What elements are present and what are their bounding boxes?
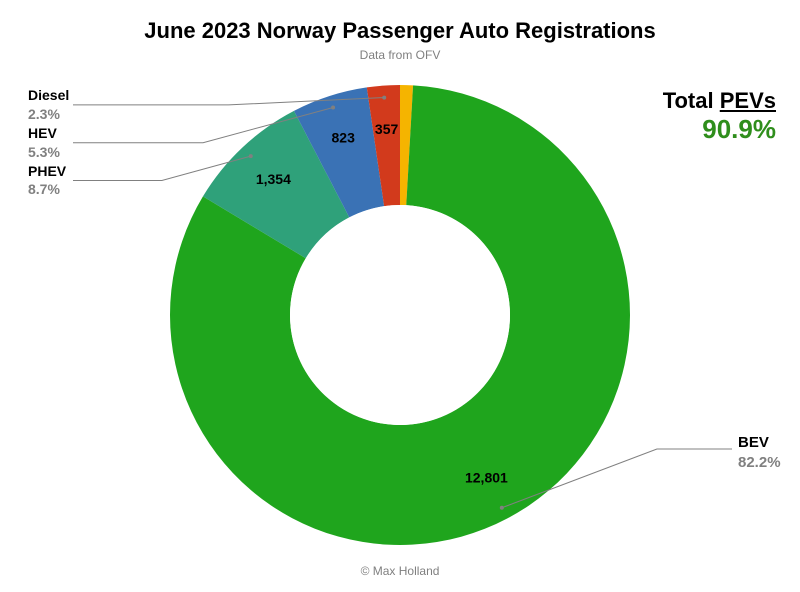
slice-value-hev: 823 — [332, 130, 356, 146]
leader-dot — [249, 154, 253, 158]
leader-dot — [500, 506, 504, 510]
slice-value-bev: 12,801 — [465, 469, 508, 485]
donut-chart: 12,801 1,354 823 357 — [0, 0, 800, 592]
leader-dot — [331, 106, 335, 110]
slice-value-phev: 1,354 — [256, 171, 291, 187]
donut-hole — [290, 205, 510, 425]
slice-value-diesel: 357 — [375, 121, 399, 137]
leader-dot — [382, 96, 386, 100]
